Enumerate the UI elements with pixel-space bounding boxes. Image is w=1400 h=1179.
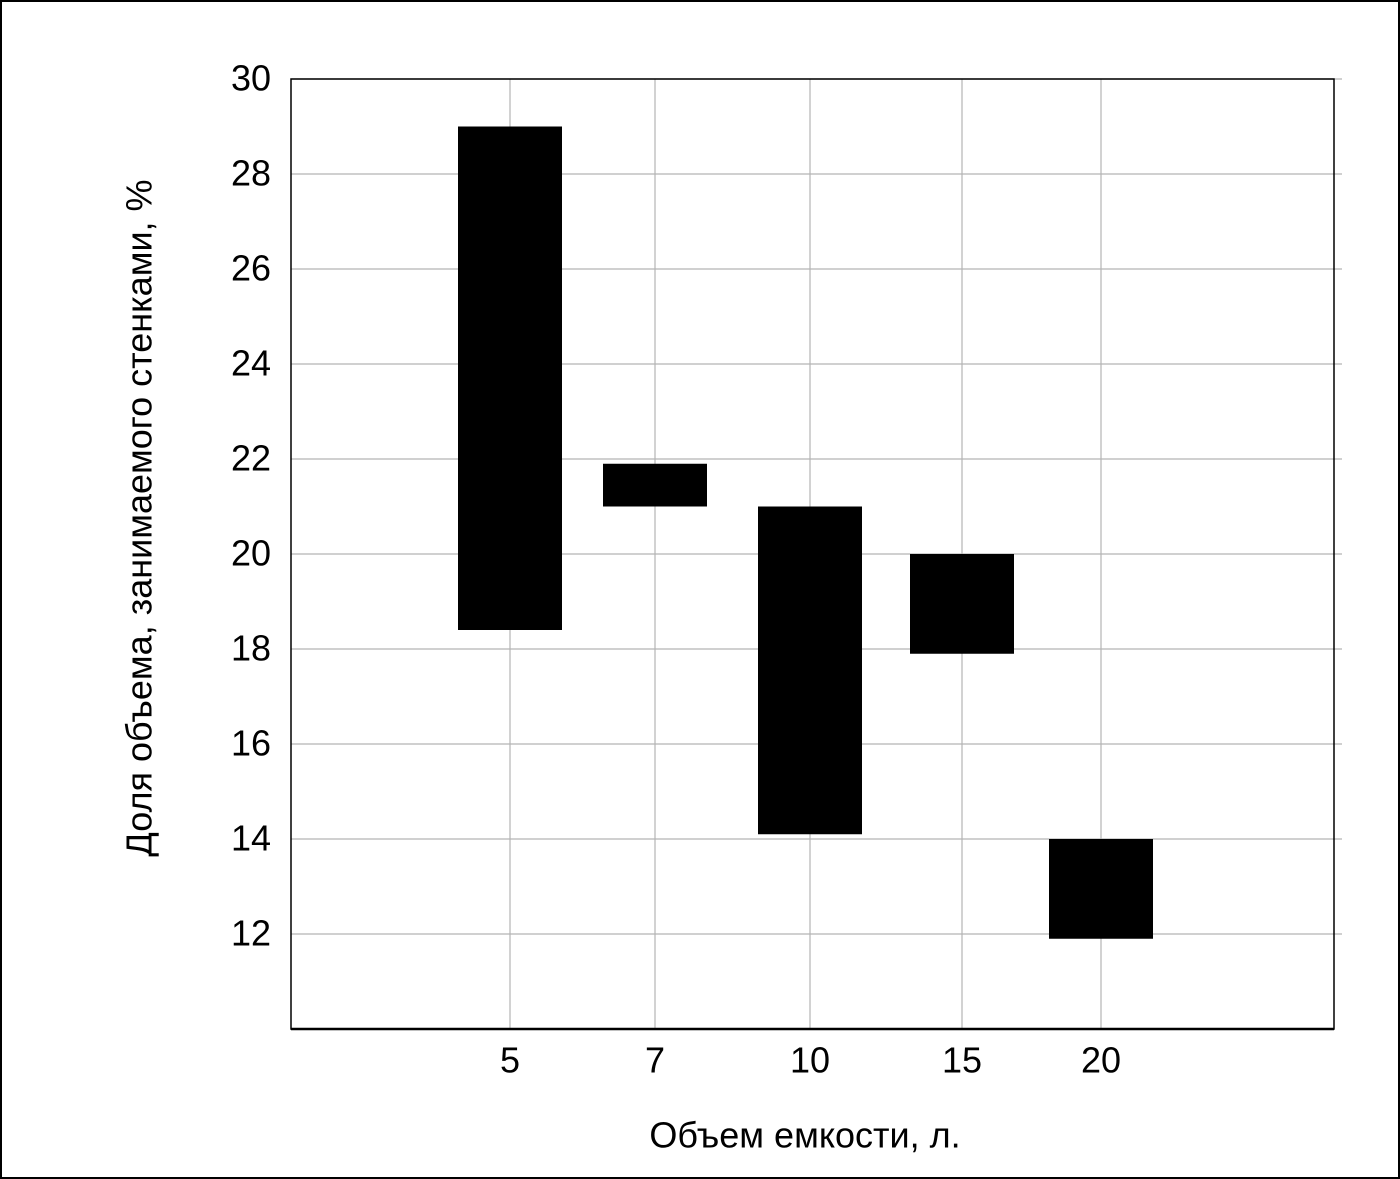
bar bbox=[1049, 839, 1153, 939]
bar bbox=[603, 463, 707, 507]
bar bbox=[758, 506, 862, 835]
x-tick-label: 7 bbox=[645, 1040, 665, 1081]
bar bbox=[458, 126, 562, 630]
y-tick-label: 30 bbox=[231, 58, 271, 99]
x-tick-label: 10 bbox=[790, 1040, 830, 1081]
x-tick-label: 5 bbox=[500, 1040, 520, 1081]
y-axis-label: Доля объема, занимаемого стенками, % bbox=[119, 179, 160, 856]
y-tick-label: 28 bbox=[231, 153, 271, 194]
x-tick-label: 20 bbox=[1081, 1040, 1121, 1081]
y-tick-label: 20 bbox=[231, 533, 271, 574]
y-tick-label: 12 bbox=[231, 913, 271, 954]
y-tick-label: 24 bbox=[231, 343, 271, 384]
y-tick-label: 18 bbox=[231, 628, 271, 669]
x-tick-label: 15 bbox=[942, 1040, 982, 1081]
y-tick-label: 22 bbox=[231, 438, 271, 479]
y-tick-label: 14 bbox=[231, 818, 271, 859]
y-tick-label: 16 bbox=[231, 723, 271, 764]
x-axis-label: Объем емкости, л. bbox=[649, 1115, 960, 1156]
bar bbox=[910, 554, 1014, 654]
y-tick-label: 26 bbox=[231, 248, 271, 289]
